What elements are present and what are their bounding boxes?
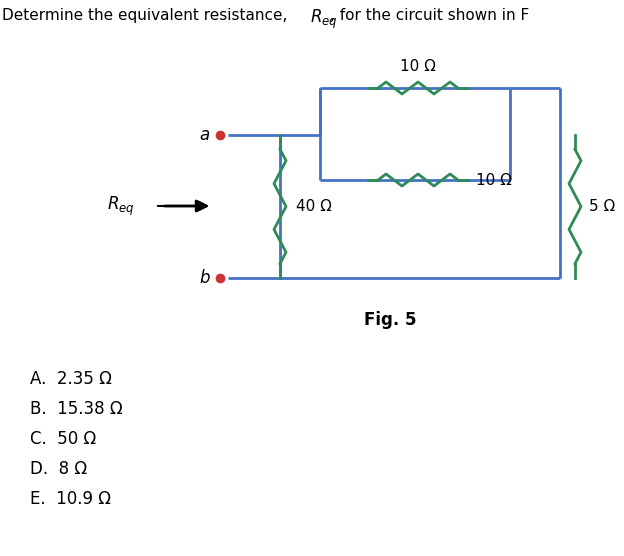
Text: , for the circuit shown in F: , for the circuit shown in F (330, 8, 529, 23)
Text: Fig. 5: Fig. 5 (364, 311, 416, 329)
Text: E.  10.9 Ω: E. 10.9 Ω (30, 490, 111, 508)
Text: C.  50 Ω: C. 50 Ω (30, 430, 96, 448)
Text: Determine the equivalent resistance,: Determine the equivalent resistance, (2, 8, 292, 23)
Text: 10 Ω: 10 Ω (400, 59, 436, 74)
Text: $R_{eq}$: $R_{eq}$ (107, 195, 135, 217)
Text: 5 Ω: 5 Ω (589, 198, 615, 214)
Text: 10 Ω: 10 Ω (476, 172, 512, 187)
Text: D.  8 Ω: D. 8 Ω (30, 460, 87, 478)
Text: B.  15.38 Ω: B. 15.38 Ω (30, 400, 123, 418)
Text: $\boldsymbol{R_{eq}}$: $\boldsymbol{R_{eq}}$ (310, 8, 338, 31)
Text: A.  2.35 Ω: A. 2.35 Ω (30, 370, 112, 388)
Text: 40 Ω: 40 Ω (296, 198, 332, 214)
Text: a: a (200, 126, 210, 144)
Text: b: b (200, 269, 210, 287)
